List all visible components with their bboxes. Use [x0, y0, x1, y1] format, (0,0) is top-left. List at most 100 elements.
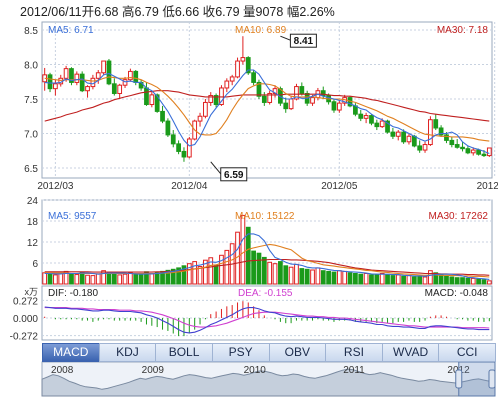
candle-body [47, 74, 53, 90]
candle-body [128, 70, 133, 81]
candle-body [85, 86, 90, 92]
change-value: 2.26% [299, 5, 335, 19]
candle-body [320, 90, 326, 97]
candle-body [208, 95, 214, 103]
volume-bar [58, 273, 64, 285]
candle-body [428, 119, 433, 146]
overview-drag-handle[interactable] [455, 369, 463, 389]
candle-body [481, 153, 487, 157]
macd-panel-frame [41, 285, 493, 341]
volume-bar [476, 278, 481, 285]
candle-body [176, 143, 181, 152]
volume-bar [369, 274, 374, 285]
volume-y-tick-label: 24 [27, 196, 39, 207]
volume-y-tick-label: 6 [32, 259, 38, 270]
candle-body [240, 57, 246, 62]
volume-bar [460, 277, 465, 285]
candle-body [69, 68, 74, 83]
candle-body [203, 101, 208, 117]
indicator-tabs: MACD KDJ BOLL PSY OBV RSI WVAD CCI [42, 343, 496, 362]
overview-drag-handle[interactable] [488, 369, 496, 389]
volume-bar [95, 273, 101, 285]
macd-legend-diff: DIF: -0.180 [48, 288, 98, 299]
volume-bar [331, 271, 337, 285]
overview-x-tick-label: 2010 [244, 365, 267, 376]
volume-bar [379, 273, 385, 285]
volume-legend-ma10: MA10: 15122 [235, 211, 295, 222]
volume-bar [53, 274, 58, 285]
overview-area [41, 368, 496, 397]
candle-body [358, 113, 364, 119]
volume-bar [278, 261, 283, 285]
candle-body [229, 76, 235, 82]
candle-body [465, 148, 471, 154]
tab-rsi[interactable]: RSI [325, 343, 383, 362]
volume-bar [149, 273, 155, 285]
candle-body [122, 79, 128, 86]
macd-y-tick-label: -0.272 [10, 332, 39, 343]
macd-legend-dea: DEA: -0.155 [238, 288, 293, 299]
volume-bar [417, 275, 423, 285]
volume-bar [288, 266, 294, 285]
candle-body [363, 115, 369, 119]
volume-bar [197, 266, 203, 285]
volume-bar [304, 268, 310, 285]
candle-body [283, 102, 289, 110]
volume-bar [481, 279, 487, 285]
candle-body [460, 146, 465, 150]
tab-wvad[interactable]: WVAD [381, 343, 440, 362]
volume-bar [342, 270, 348, 285]
volume-bar [203, 259, 208, 285]
price-y-tick-label: 7.5 [24, 95, 38, 106]
price-y-tick-label: 7.0 [24, 130, 38, 141]
volume-bar [90, 275, 96, 285]
candle-body [395, 131, 401, 137]
volume-legend-ma5: MA5: 9557 [48, 211, 97, 222]
candle-body [267, 92, 273, 103]
candle-body [374, 122, 380, 128]
open-value: 6.68 [94, 5, 119, 19]
volume-bar [267, 261, 273, 285]
price-callout-line [280, 35, 291, 41]
volume-bar [138, 274, 144, 285]
volume-legend-ma30: MA30: 17262 [429, 211, 489, 222]
tab-boll[interactable]: BOLL [155, 343, 213, 362]
volume-bar [170, 268, 176, 285]
volume-bar [251, 250, 256, 285]
candle-body [160, 110, 165, 122]
candle-body [401, 131, 406, 143]
volume-bar [320, 270, 326, 285]
volume-bar [438, 274, 444, 285]
volume-bar [358, 273, 364, 285]
volume-bar [401, 275, 406, 285]
volume-unit-label: x万 [24, 287, 38, 297]
volume-bar [374, 273, 380, 285]
candle-body [149, 94, 155, 106]
price-callout-label: 8.41 [294, 36, 314, 47]
volume-bar [395, 274, 401, 285]
overview-x-tick-label: 2009 [142, 365, 165, 376]
candle-body [288, 98, 294, 110]
candle-body [454, 144, 460, 148]
volume-bar [428, 270, 433, 285]
price-x-tick-label: 2012/04 [171, 181, 208, 192]
price-legend-ma30: MA30: 7.18 [437, 25, 489, 36]
volume-bar [433, 272, 439, 285]
overview-x-tick-label: 2011 [343, 365, 365, 376]
candle-body [369, 115, 374, 124]
tab-kdj[interactable]: KDJ [98, 343, 157, 362]
volume-bar [411, 276, 417, 285]
volume-bar [133, 274, 139, 285]
tab-psy[interactable]: PSY [211, 343, 270, 362]
price-y-tick-label: 8.0 [24, 61, 38, 72]
price-y-tick-label: 6.5 [24, 164, 38, 175]
volume-ma30-line [44, 258, 490, 276]
tab-obv[interactable]: OBV [268, 343, 327, 362]
price-legend-ma10: MA10: 6.89 [235, 25, 287, 36]
tab-cci[interactable]: CCI [438, 343, 496, 362]
tab-macd[interactable]: MACD [42, 343, 100, 362]
volume-bar [336, 270, 342, 285]
volume-value: 9078 [255, 5, 284, 19]
volume-bar [444, 275, 449, 285]
